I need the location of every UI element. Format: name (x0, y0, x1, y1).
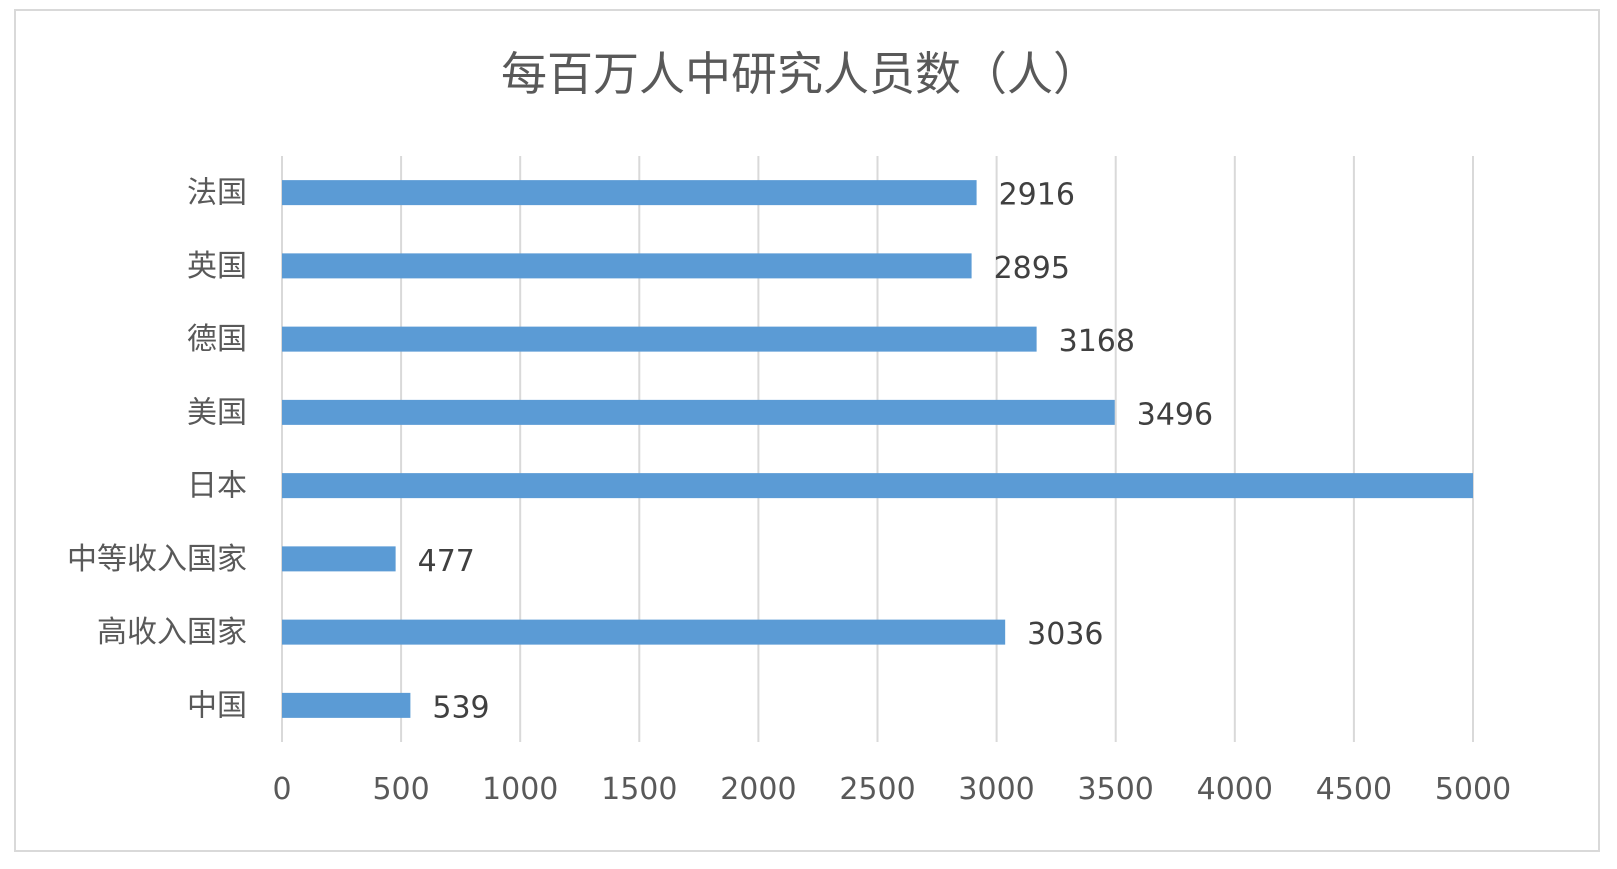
category-label: 法国 (187, 176, 247, 211)
data-label: 3036 (1027, 617, 1103, 652)
category-label: 日本 (187, 469, 247, 504)
bar (282, 546, 396, 572)
bar (282, 326, 1037, 352)
bar (282, 180, 977, 206)
category-label: 高收入国家 (97, 615, 247, 650)
chart-frame (14, 9, 1600, 852)
data-label: 2895 (994, 251, 1070, 286)
category-label: 中等收入国家 (67, 542, 247, 577)
x-tick-label: 3000 (958, 772, 1034, 807)
data-label: 2916 (999, 178, 1075, 213)
bars (282, 180, 1473, 718)
x-tick-label: 1500 (601, 772, 677, 807)
category-label: 德国 (187, 322, 247, 357)
data-label: 3168 (1059, 324, 1135, 359)
data-label: 539 (432, 690, 489, 725)
chart-title: 每百万人中研究人员数（人） (501, 47, 1099, 101)
grid-lines (281, 156, 1474, 742)
data-label: 3496 (1137, 397, 1213, 432)
bar (282, 399, 1115, 425)
data-labels: 2916 2895 3168 3496 477 3036 539 (418, 178, 1213, 726)
x-tick-label: 4000 (1197, 772, 1273, 807)
category-label: 英国 (187, 249, 247, 284)
x-tick-label: 3500 (1078, 772, 1154, 807)
x-tick-label: 0 (272, 772, 291, 807)
category-label: 中国 (187, 688, 247, 723)
x-tick-label: 4500 (1316, 772, 1392, 807)
x-tick-label: 5000 (1435, 772, 1511, 807)
bar (282, 692, 411, 718)
bar (282, 473, 1473, 499)
bar (282, 619, 1006, 645)
x-axis-ticks: 0 500 1000 1500 2000 2500 3000 3500 4000 4500 5000 (272, 772, 1511, 807)
x-tick-label: 2000 (720, 772, 796, 807)
x-tick-label: 500 (372, 772, 429, 807)
x-tick-label: 1000 (482, 772, 558, 807)
category-label: 美国 (187, 395, 247, 430)
x-tick-label: 2500 (839, 772, 915, 807)
bar (282, 253, 972, 279)
data-label: 477 (418, 544, 475, 579)
